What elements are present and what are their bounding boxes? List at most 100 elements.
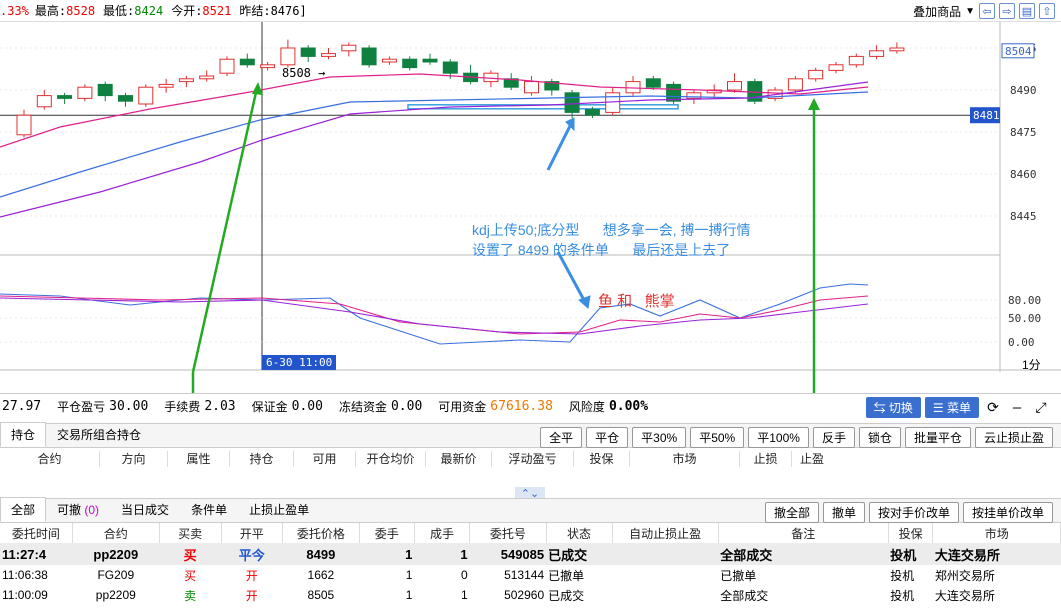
col-order-offset[interactable]: 开平 bbox=[221, 523, 284, 543]
close-50-button[interactable]: 平50% bbox=[690, 427, 745, 448]
col-order-time[interactable]: 委托时间 bbox=[0, 523, 73, 543]
close-button[interactable]: 平仓 bbox=[586, 427, 629, 448]
available-value: 67616.38 bbox=[490, 399, 553, 414]
candle-body bbox=[158, 83, 174, 88]
col-take-profit[interactable]: 止盈 bbox=[799, 452, 824, 466]
col-order-price[interactable]: 委托价格 bbox=[282, 523, 360, 543]
indicator-tick-label: 0.00 bbox=[1008, 336, 1035, 349]
col-direction[interactable]: 方向 bbox=[100, 451, 168, 467]
indicator-tick-label: 80.00 bbox=[1008, 294, 1041, 307]
col-order-side[interactable]: 买卖 bbox=[159, 523, 222, 543]
col-stop-loss[interactable]: 止损 bbox=[740, 451, 792, 467]
expand-panel-icon[interactable]: ⌃⌄ bbox=[515, 487, 545, 501]
close-all-button[interactable]: 全平 bbox=[540, 427, 583, 448]
tab-today-trades[interactable]: 当日成交 bbox=[121, 503, 170, 517]
switch-button[interactable]: ⇆ 切换 bbox=[865, 397, 921, 418]
candle-body bbox=[260, 64, 276, 69]
modify-counter-price-button[interactable]: 按对手价改单 bbox=[868, 502, 959, 523]
overlay-commodity-button[interactable]: 叠加商品 bbox=[913, 4, 962, 19]
chart-canvas[interactable]: 850584908475846084458504848180.0050.000.… bbox=[0, 22, 1061, 372]
annotation-arrow-2-head bbox=[578, 295, 591, 309]
candle-body bbox=[361, 47, 377, 66]
reverse-button[interactable]: 反手 bbox=[812, 427, 855, 448]
tab-combo-positions[interactable]: 交易所组合持仓 bbox=[57, 428, 142, 442]
col-available[interactable]: 可用 bbox=[294, 451, 356, 467]
col-order-hedge[interactable]: 投保 bbox=[888, 523, 934, 543]
high-label: 最高: bbox=[34, 4, 67, 18]
cloud-stop-button[interactable]: 云止损止盈 bbox=[974, 427, 1053, 448]
col-position[interactable]: 持仓 bbox=[230, 451, 294, 467]
col-order-auto-stop[interactable]: 自动止损止盈 bbox=[612, 523, 719, 543]
annotation-blue: kdj上传50;底分型 想多拿一会, 搏一搏行情 设置了 8499 的条件单 最后… bbox=[472, 220, 750, 260]
table-row[interactable]: 11:00:09 pp2209 卖 开 8505 1 1 502960 已成交 … bbox=[0, 585, 1061, 605]
col-contract[interactable]: 合约 bbox=[0, 451, 100, 467]
cell-contract: pp2209 bbox=[95, 588, 136, 602]
col-order-status[interactable]: 状态 bbox=[546, 523, 613, 543]
candle-body bbox=[77, 86, 93, 99]
candle-body bbox=[645, 78, 661, 88]
resize-icon[interactable]: ⤢ bbox=[1035, 399, 1047, 416]
col-order-contract[interactable]: 合约 bbox=[72, 523, 160, 543]
refresh-icon[interactable]: ⟳ bbox=[987, 399, 999, 416]
col-market[interactable]: 市场 bbox=[630, 451, 740, 467]
col-attribute[interactable]: 属性 bbox=[168, 451, 230, 467]
candle-body bbox=[727, 81, 742, 91]
modify-queue-price-button[interactable]: 按挂单价改单 bbox=[962, 502, 1053, 523]
cancel-all-button[interactable]: 撤全部 bbox=[764, 502, 819, 523]
minimize-icon[interactable]: — bbox=[1012, 399, 1022, 416]
menu-button[interactable]: ☰ 菜单 bbox=[924, 397, 979, 418]
close-30-button[interactable]: 平30% bbox=[632, 427, 687, 448]
green-arrow-sell-head bbox=[252, 82, 263, 95]
cell-filled: 1 bbox=[460, 588, 468, 602]
col-order-qty[interactable]: 委手 bbox=[359, 523, 415, 543]
col-last-price[interactable]: 最新价 bbox=[426, 451, 492, 467]
tab-stop-orders[interactable]: 止损止盈单 bbox=[249, 503, 310, 517]
arrow-left-icon[interactable]: ⇦ bbox=[979, 3, 995, 19]
batch-close-button[interactable]: 批量平仓 bbox=[904, 427, 971, 448]
cell-exchange: 郑州交易所 bbox=[934, 568, 995, 583]
high-value: 8528 bbox=[66, 3, 96, 18]
candle-body bbox=[118, 95, 133, 102]
crosshair-time-label: 6-30 11:00 bbox=[262, 355, 337, 370]
chevron-down-icon[interactable]: ▼ bbox=[965, 5, 975, 17]
layout-icon[interactable]: ▤ bbox=[1019, 3, 1035, 19]
candlestick-chart[interactable]: 850584908475846084458504848180.0050.000.… bbox=[0, 22, 1061, 372]
tab-positions[interactable]: 持仓 bbox=[0, 422, 47, 447]
candle-body bbox=[57, 95, 73, 99]
candle-body bbox=[828, 64, 844, 71]
lock-button[interactable]: 锁仓 bbox=[858, 427, 901, 448]
risk-value: 0.00% bbox=[608, 399, 649, 414]
col-order-exchange[interactable]: 市场 bbox=[932, 523, 1061, 543]
tab-cancelable[interactable]: 可撤 (0) bbox=[46, 497, 110, 522]
cancel-button[interactable]: 撤单 bbox=[822, 502, 865, 523]
positions-panel: 持仓 交易所组合持仓 全平 平仓 平30% 平50% 平100% 反手 锁仓 批… bbox=[0, 422, 1061, 495]
kdj-line-j bbox=[0, 297, 869, 335]
green-arrow-buy-head bbox=[808, 98, 820, 110]
frozen-label: 冻结资金 bbox=[338, 400, 387, 414]
col-open-avg[interactable]: 开仓均价 bbox=[356, 451, 426, 467]
cell-order-no: 549085 bbox=[469, 543, 547, 565]
candle-body bbox=[239, 58, 255, 66]
expand-icon[interactable]: ⇧ bbox=[1039, 3, 1055, 19]
cell-price: 8505 bbox=[307, 588, 335, 602]
cell-note: 全部成交 bbox=[720, 588, 769, 603]
col-order-no[interactable]: 委托号 bbox=[469, 523, 547, 543]
col-order-filled[interactable]: 成手 bbox=[414, 523, 471, 543]
table-row[interactable]: 11:27:4 pp2209 买 平今 8499 1 1 549085 已成交 … bbox=[0, 543, 1061, 565]
candle-body bbox=[97, 83, 113, 97]
tab-conditional[interactable]: 条件单 bbox=[191, 503, 228, 517]
account-bar: 27.97 平仓盈亏 30.00 手续费 2.03 保证金 0.00 冻结资金 … bbox=[0, 393, 1061, 419]
col-order-note[interactable]: 备注 bbox=[718, 523, 889, 543]
fee-value: 2.03 bbox=[204, 399, 236, 414]
table-row[interactable]: 11:06:38 FG209 买 开 1662 1 0 513144 已撤单 已… bbox=[0, 565, 1061, 585]
cell-hedge: 投机 bbox=[888, 543, 933, 565]
period-label[interactable]: 1分 bbox=[1022, 358, 1041, 372]
col-float-pnl[interactable]: 浮动盈亏 bbox=[492, 451, 574, 467]
price-tick-label: 8475 bbox=[1010, 126, 1037, 139]
cell-side: 买 bbox=[184, 568, 197, 583]
annotation-arrow-1 bbox=[546, 121, 574, 171]
arrow-right-icon[interactable]: ⇨ bbox=[999, 3, 1015, 19]
col-hedge[interactable]: 投保 bbox=[574, 451, 630, 467]
close-100-button[interactable]: 平100% bbox=[748, 427, 809, 448]
tab-all-orders[interactable]: 全部 bbox=[0, 497, 47, 522]
